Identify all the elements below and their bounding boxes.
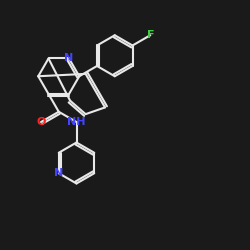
Text: N: N [54,168,63,178]
Text: F: F [146,30,154,40]
Text: N: N [64,54,74,64]
Text: NH: NH [67,117,86,127]
Text: O: O [36,117,46,127]
